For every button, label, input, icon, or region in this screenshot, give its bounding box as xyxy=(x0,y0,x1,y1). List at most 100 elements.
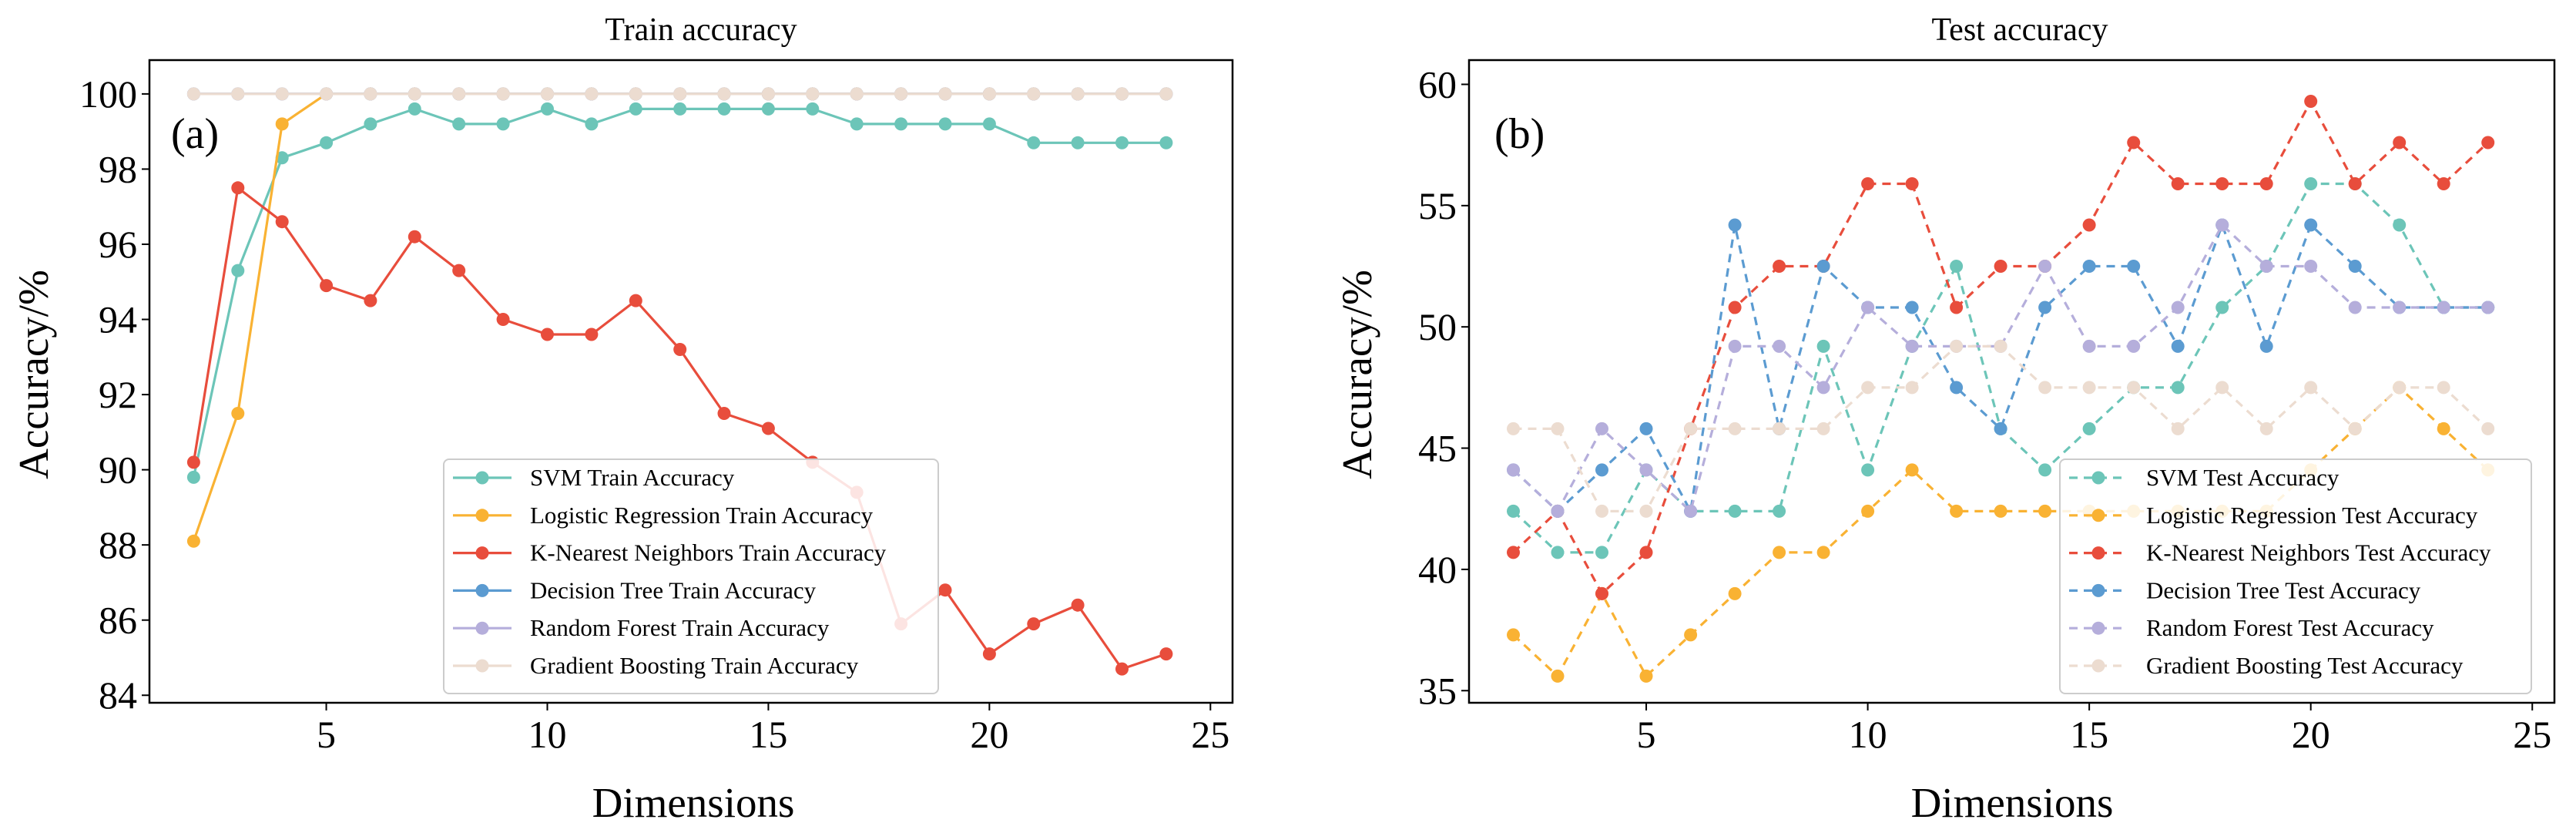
test-x-tick-label: 10 xyxy=(1849,713,1887,756)
test-data-point xyxy=(2215,301,2229,314)
test-data-point xyxy=(2215,177,2229,190)
test-series-line xyxy=(1512,386,2489,678)
train-data-point xyxy=(982,117,996,131)
test-data-point xyxy=(1639,422,1653,435)
train-data-point xyxy=(629,102,642,116)
train-data-point xyxy=(231,87,245,101)
test-data-point xyxy=(2127,136,2141,149)
train-x-axis-label: Dimensions xyxy=(592,779,795,826)
train-y-axis-label: Accuracy/% xyxy=(10,270,57,479)
test-data-point xyxy=(2082,339,2096,353)
test-data-point xyxy=(2038,463,2052,477)
train-data-point xyxy=(1027,136,1041,149)
test-data-point xyxy=(1595,586,1608,600)
test-data-point xyxy=(2171,177,2185,190)
test-data-point xyxy=(1595,463,1608,477)
train-data-point xyxy=(717,407,731,420)
test-data-point xyxy=(2082,260,2096,273)
train-data-point xyxy=(585,327,599,341)
train-data-point xyxy=(938,117,952,131)
train-data-point xyxy=(320,136,334,149)
test-data-point xyxy=(1816,339,1830,353)
test-data-point xyxy=(1816,381,1830,395)
test-data-point xyxy=(2304,218,2318,232)
test-data-point xyxy=(1551,669,1565,683)
test-legend-entry: Decision Tree Test Accuracy xyxy=(2146,576,2421,603)
test-data-point xyxy=(1728,586,1742,600)
train-data-point xyxy=(231,264,245,277)
train-data-point xyxy=(806,102,820,116)
test-accuracy-panel: Test accuracy (b) Dimensions Accuracy/% … xyxy=(1333,12,2556,826)
train-data-point xyxy=(452,264,466,277)
train-data-point xyxy=(275,117,289,131)
train-data-point xyxy=(1115,662,1129,676)
test-legend-box xyxy=(2059,458,2532,694)
test-data-point xyxy=(1950,301,1964,314)
test-y-tick-label: 40 xyxy=(1418,548,1457,591)
test-y-tick-label: 45 xyxy=(1418,427,1457,470)
train-data-point xyxy=(186,534,200,548)
test-legend-entry: SVM Test Accuracy xyxy=(2146,464,2340,491)
train-y-tick-label: 100 xyxy=(79,72,137,116)
train-data-point xyxy=(408,230,421,244)
test-x-tick-label: 5 xyxy=(1637,713,1656,756)
test-data-point xyxy=(1595,422,1608,435)
test-data-point xyxy=(2171,339,2185,353)
test-legend-entry: Logistic Regression Test Accuracy xyxy=(2146,502,2478,529)
test-data-point xyxy=(1639,669,1653,683)
test-data-point xyxy=(1905,463,1919,477)
test-y-tick-label: 35 xyxy=(1418,669,1457,712)
train-data-point xyxy=(673,343,687,356)
train-data-point xyxy=(938,583,952,597)
train-x-tick-label: 10 xyxy=(528,713,566,756)
test-data-point xyxy=(1950,260,1964,273)
test-data-point xyxy=(2082,218,2096,232)
train-data-point xyxy=(452,117,466,131)
test-legend-entry: K-Nearest Neighbors Test Accuracy xyxy=(2146,539,2491,566)
test-x-tick-label: 15 xyxy=(2070,713,2108,756)
train-data-point xyxy=(1159,87,1173,101)
test-y-tick-label: 50 xyxy=(1418,305,1457,348)
train-legend-swatch-marker xyxy=(475,471,489,485)
train-data-point xyxy=(275,151,289,165)
test-data-point xyxy=(1639,504,1653,518)
test-data-point xyxy=(1905,381,1919,395)
train-y-tick-label: 84 xyxy=(99,673,137,717)
train-data-point xyxy=(231,407,245,420)
test-data-point xyxy=(2171,422,2185,435)
train-data-point xyxy=(231,181,245,195)
test-data-point xyxy=(2259,260,2273,273)
train-x-tick-label: 15 xyxy=(749,713,787,756)
train-legend-entry: Gradient Boosting Train Accuracy xyxy=(530,652,859,679)
train-x-tick-label: 20 xyxy=(970,713,1008,756)
train-data-point xyxy=(408,102,421,116)
train-data-point xyxy=(717,102,731,116)
test-data-point xyxy=(1816,546,1830,559)
test-data-point xyxy=(1639,463,1653,477)
test-data-point xyxy=(2304,95,2318,108)
test-legend-swatch-marker xyxy=(2091,509,2105,522)
test-series-gradient-boosting-test-accuracy xyxy=(1507,339,2495,518)
test-data-point xyxy=(1728,422,1742,435)
test-legend-swatch-marker xyxy=(2091,583,2105,597)
train-data-point xyxy=(541,327,554,341)
test-data-point xyxy=(1950,504,1964,518)
test-data-point xyxy=(2481,422,2495,435)
test-data-point xyxy=(1773,339,1786,353)
train-data-point xyxy=(761,87,775,101)
test-data-point xyxy=(2393,136,2407,149)
test-legend-swatch-marker xyxy=(2091,621,2105,635)
test-x-tick-label: 20 xyxy=(2292,713,2330,756)
test-data-point xyxy=(2393,301,2407,314)
test-data-point xyxy=(2348,260,2362,273)
test-data-point xyxy=(2348,422,2362,435)
test-data-point xyxy=(1773,260,1786,273)
test-data-point xyxy=(1639,546,1653,559)
test-data-point xyxy=(2082,422,2096,435)
train-data-point xyxy=(1071,136,1085,149)
test-data-point xyxy=(1950,339,1964,353)
test-data-point xyxy=(2393,381,2407,395)
train-data-point xyxy=(364,87,377,101)
test-data-point xyxy=(2304,260,2318,273)
train-legend-swatch-marker xyxy=(475,621,489,635)
